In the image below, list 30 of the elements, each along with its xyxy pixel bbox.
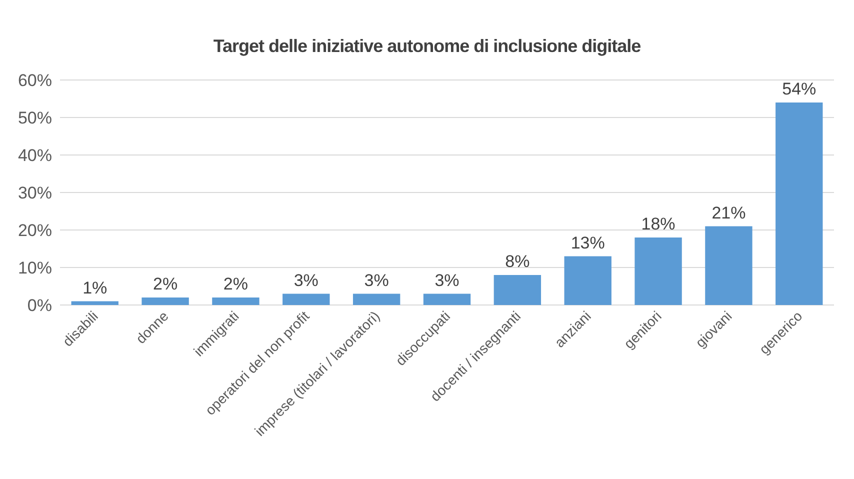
bar — [564, 256, 612, 305]
data-label: 2% — [223, 274, 248, 294]
bar — [634, 238, 682, 305]
bar — [212, 298, 260, 305]
data-label: 3% — [294, 270, 318, 290]
bar — [352, 294, 400, 305]
bar — [282, 294, 330, 305]
bar — [71, 301, 118, 305]
bar — [776, 102, 823, 305]
data-label: 2% — [153, 274, 178, 294]
data-label: 13% — [570, 233, 605, 252]
y-tick-label: 30% — [18, 183, 52, 202]
y-tick-label: 20% — [18, 220, 52, 240]
y-tick-label: 50% — [18, 108, 52, 128]
data-label: 3% — [434, 270, 460, 290]
data-label: 18% — [641, 214, 676, 234]
data-label: 1% — [82, 278, 108, 298]
chart-title: Target delle iniziative autonome di inclusione digitale — [213, 36, 642, 56]
bar — [142, 298, 189, 305]
bar — [494, 275, 542, 305]
data-label: 3% — [364, 270, 389, 290]
data-label: 54% — [782, 80, 816, 98]
y-tick-label: 60% — [18, 70, 52, 90]
y-tick-label: 10% — [18, 258, 52, 278]
bar — [423, 294, 471, 305]
y-tick-label: 40% — [18, 146, 52, 165]
data-label: 8% — [505, 252, 530, 271]
bar — [705, 226, 752, 305]
y-tick-label: 0% — [27, 296, 52, 315]
data-label: 21% — [712, 203, 746, 222]
